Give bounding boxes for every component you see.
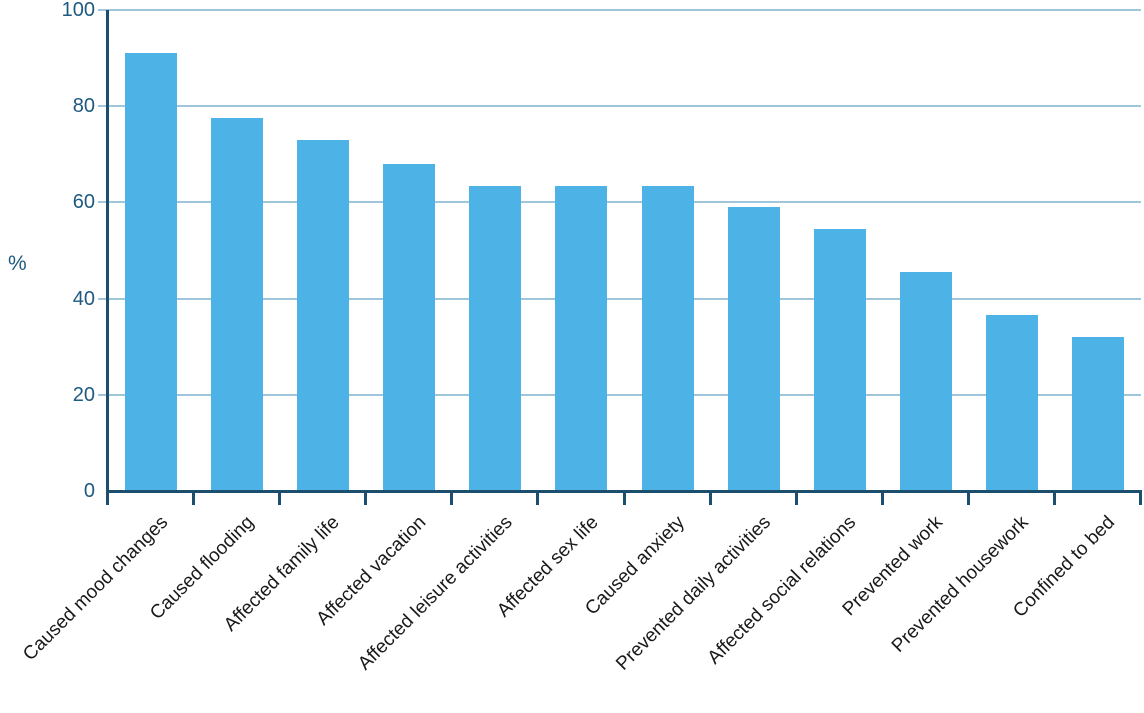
bar <box>985 315 1038 491</box>
y-tick-label: 80 <box>72 95 95 118</box>
bar <box>297 139 350 491</box>
x-tick-label: Affected leisure activities <box>353 512 517 675</box>
bar <box>469 185 522 491</box>
y-axis-tick <box>98 297 108 300</box>
x-axis-tick <box>278 490 282 505</box>
x-axis-tick <box>450 490 454 505</box>
y-axis-tick <box>98 105 108 108</box>
y-axis-line <box>106 10 109 493</box>
y-axis-tick <box>98 393 108 396</box>
x-axis-tick <box>1139 490 1142 505</box>
x-tick-label: Affected social relations <box>704 512 861 669</box>
bar <box>813 228 866 491</box>
bar <box>383 163 436 491</box>
bar <box>641 185 694 491</box>
x-axis-tick <box>364 490 368 505</box>
gridline <box>108 9 1141 11</box>
bar <box>899 272 952 491</box>
x-axis-tick <box>622 490 626 505</box>
gridline <box>108 105 1141 108</box>
x-axis-tick <box>708 490 712 505</box>
bar <box>555 185 608 491</box>
gridline <box>108 393 1141 396</box>
x-axis-tick <box>880 490 884 505</box>
x-axis-tick <box>192 490 196 505</box>
y-axis-tick <box>98 201 108 204</box>
x-tick-label: Caused mood changes <box>18 512 172 666</box>
y-tick-label: 60 <box>72 191 95 214</box>
y-axis-title: % <box>8 252 27 275</box>
bar <box>1071 337 1124 491</box>
x-axis-tick <box>536 490 540 505</box>
x-axis-tick <box>794 490 798 505</box>
x-axis-tick <box>1052 490 1056 505</box>
x-tick-label: Prevented daily activities <box>611 512 775 675</box>
y-tick-label: 100 <box>61 0 95 22</box>
y-axis-tick <box>98 9 108 11</box>
bar <box>125 53 178 491</box>
x-axis-tick <box>966 490 970 505</box>
bar <box>727 207 780 491</box>
y-tick-label: 0 <box>83 480 95 502</box>
gridline <box>108 297 1141 300</box>
bar <box>211 118 264 491</box>
gridline <box>108 201 1141 204</box>
y-tick-label: 40 <box>72 287 95 310</box>
x-axis-tick <box>106 490 109 505</box>
y-tick-label: 20 <box>72 383 95 406</box>
